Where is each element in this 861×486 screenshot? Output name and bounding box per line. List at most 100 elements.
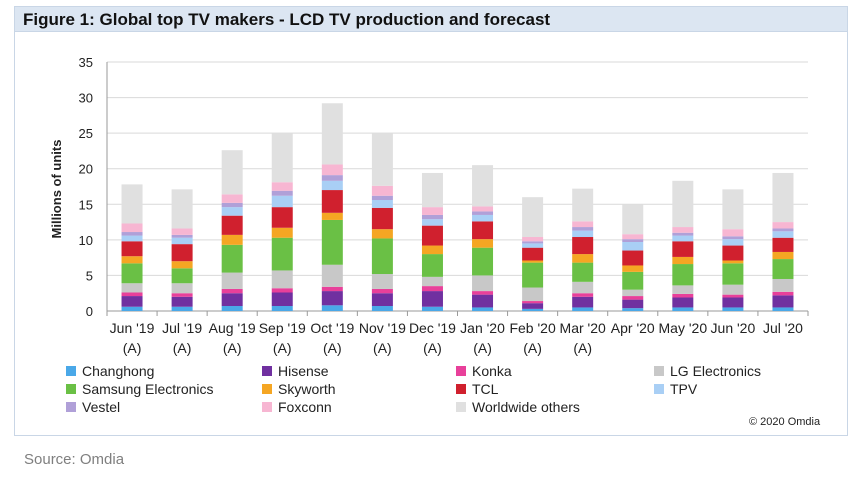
y-tick-label: 35 — [79, 55, 93, 70]
bar-segment — [672, 232, 694, 236]
bar-segment — [672, 297, 694, 308]
bar-segment — [221, 234, 243, 245]
bar-segment — [622, 241, 644, 251]
x-tick-sublabel: (A) — [423, 340, 442, 356]
y-tick-label: 5 — [86, 268, 93, 283]
bar-segment — [672, 293, 694, 298]
bar-segment — [572, 230, 594, 238]
bar-segment — [121, 306, 143, 311]
legend-label: Samsung Electronics — [82, 381, 214, 397]
legend-label: Skyworth — [278, 381, 336, 397]
figure-title-bar: Figure 1: Global top TV makers - LCD TV … — [14, 6, 848, 32]
x-tick-sublabel: (A) — [273, 340, 292, 356]
bar-stacks — [121, 103, 794, 311]
bar-segment — [522, 243, 544, 248]
bar-segment — [421, 219, 443, 226]
bar-segment — [772, 307, 794, 311]
bar-segment — [522, 241, 544, 244]
bar-segment — [121, 292, 143, 297]
legend-label: Konka — [472, 363, 512, 379]
x-tick-sublabel: (A) — [373, 340, 392, 356]
legend-swatch — [654, 366, 664, 376]
bar-segment — [321, 286, 343, 292]
bar-segment — [722, 189, 744, 230]
bar-segment — [421, 225, 443, 246]
x-tick-sublabel: (A) — [573, 340, 592, 356]
bar-segment — [171, 268, 193, 284]
x-tick-label: Jun '19 — [110, 320, 155, 336]
bar-segment — [371, 195, 393, 201]
bar-segment — [371, 185, 393, 196]
bar-segment — [772, 295, 794, 308]
bar-segment — [472, 291, 494, 295]
bar-segment — [171, 283, 193, 294]
bar-segment — [271, 288, 293, 293]
bar-segment — [672, 227, 694, 233]
bar-segment — [221, 293, 243, 307]
bar-segment — [522, 303, 544, 309]
grid-lines — [106, 61, 808, 312]
bar-segment — [722, 294, 744, 298]
bar-segment — [121, 241, 143, 257]
bar-segment — [572, 188, 594, 222]
x-tick-label: May '20 — [659, 320, 708, 336]
bar-segment — [271, 190, 293, 196]
legend-label: Vestel — [82, 399, 121, 415]
bar-segment — [772, 172, 794, 223]
bar-segment — [672, 235, 694, 242]
bar-segment — [321, 212, 343, 220]
bar-segment — [472, 275, 494, 292]
bar-segment — [622, 204, 644, 235]
bar-segment — [722, 307, 744, 311]
bar-segment — [522, 301, 544, 304]
legend-label: Changhong — [82, 363, 155, 379]
bar-segment — [271, 195, 293, 208]
y-tick-label: 20 — [79, 162, 93, 177]
bar-segment — [271, 227, 293, 238]
bar-segment — [371, 293, 393, 307]
bar-segment — [271, 270, 293, 289]
bar-segment — [121, 283, 143, 293]
x-tick-label: Jan '20 — [460, 320, 505, 336]
bar-segment — [572, 262, 594, 282]
bar-segment — [722, 245, 744, 261]
legend-swatch — [262, 402, 272, 412]
copyright-note: © 2020 Omdia — [749, 416, 821, 428]
bar-segment — [371, 229, 393, 239]
y-tick-label: 25 — [79, 126, 93, 141]
x-tick-sublabel: (A) — [173, 340, 192, 356]
legend-item: Foxconn — [262, 399, 332, 415]
bar-segment — [171, 293, 193, 297]
bar-segment — [121, 263, 143, 284]
x-axis-ticks: Jun '19 (A) Jul '19 (A) Aug '19 (A) Sep '19 (A)… — [106, 311, 809, 356]
bar-segment — [672, 180, 694, 228]
bar-segment — [622, 234, 644, 240]
bar-segment — [371, 306, 393, 311]
bar-segment — [421, 254, 443, 277]
y-tick-label: 30 — [79, 91, 93, 106]
bar-segment — [221, 207, 243, 216]
bar-segment — [622, 250, 644, 266]
bar-segment — [772, 237, 794, 252]
bar-segment — [321, 103, 343, 165]
bar-segment — [622, 289, 644, 297]
x-tick-label: Nov '19 — [359, 320, 406, 336]
bar-segment — [472, 214, 494, 222]
x-tick-sublabel: (A) — [323, 340, 342, 356]
bar-segment — [472, 294, 494, 308]
bar-stack — [421, 172, 443, 311]
bar-segment — [622, 265, 644, 272]
bar-segment — [472, 239, 494, 248]
bar-segment — [171, 244, 193, 262]
bar-segment — [121, 232, 143, 236]
bar-segment — [321, 190, 343, 213]
bar-segment — [121, 256, 143, 264]
bar-segment — [772, 231, 794, 238]
bar-segment — [121, 184, 143, 224]
bar-stack — [672, 180, 694, 311]
bar-segment — [672, 241, 694, 257]
bar-segment — [271, 237, 293, 271]
bar-segment — [371, 238, 393, 275]
bar-stack — [722, 189, 744, 311]
legend-item: Hisense — [262, 363, 329, 379]
